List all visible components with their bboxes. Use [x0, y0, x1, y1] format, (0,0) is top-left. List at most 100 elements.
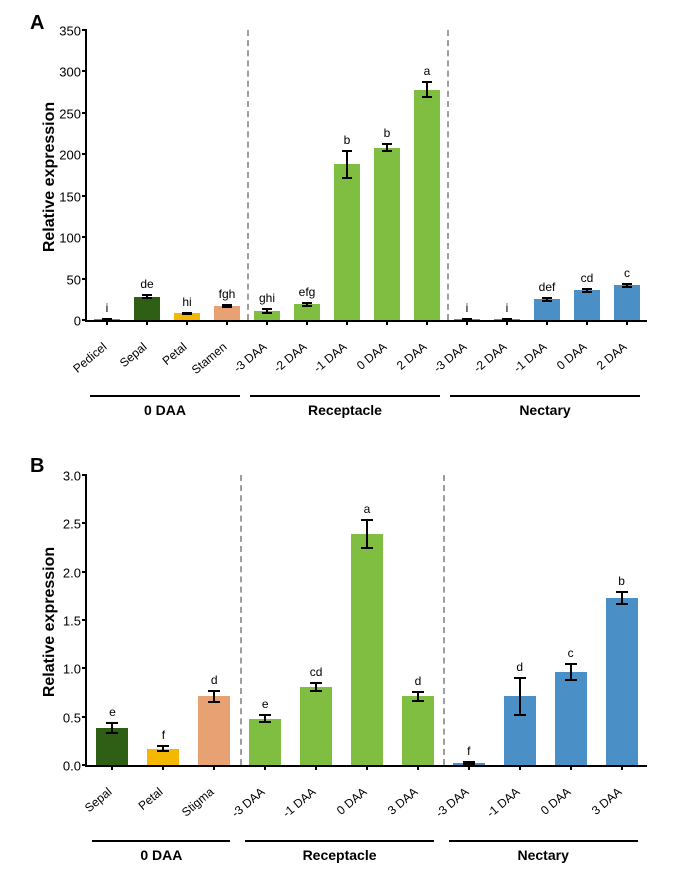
group-label: 0 DAA — [140, 847, 182, 863]
y-tick-mark — [82, 619, 87, 621]
y-tick-label: 1.5 — [63, 614, 87, 629]
error-cap — [310, 690, 322, 692]
error-cap — [412, 691, 424, 693]
error-bar — [519, 678, 521, 715]
x-tick-mark — [306, 320, 308, 325]
y-tick-mark — [82, 764, 87, 766]
significance-label: e — [109, 705, 116, 719]
group-bracket — [450, 395, 640, 397]
x-category-label: 0 DAA — [518, 785, 573, 834]
significance-label: ghi — [259, 291, 275, 305]
x-tick-mark — [570, 765, 572, 770]
group-bracket — [90, 395, 240, 397]
error-cap — [208, 690, 220, 692]
error-cap — [302, 305, 312, 307]
error-bar — [570, 664, 572, 679]
error-cap — [542, 297, 552, 299]
panel-b-plot: 0.00.51.01.52.02.53.0efdecdadfdcb — [85, 475, 647, 767]
error-cap — [222, 306, 232, 308]
x-category-label: -1 DAA — [467, 785, 522, 834]
x-tick-mark — [162, 765, 164, 770]
group-bracket — [245, 840, 434, 842]
group-label: 0 DAA — [144, 402, 186, 418]
error-cap — [106, 722, 118, 724]
error-cap — [262, 312, 272, 314]
group-label: Nectary — [517, 847, 568, 863]
significance-label: i — [506, 301, 509, 315]
panel-a-plot: 050100150200250300350idehifghghiefgbbaii… — [85, 30, 647, 322]
significance-label: f — [467, 744, 470, 758]
figure: A Relative expression 050100150200250300… — [0, 0, 675, 879]
panel-a-ylabel: Relative expression — [41, 87, 59, 267]
bar — [574, 290, 600, 320]
x-tick-mark — [386, 320, 388, 325]
y-tick-mark — [82, 112, 87, 114]
x-tick-mark — [468, 765, 470, 770]
bar — [198, 696, 230, 765]
significance-label: def — [539, 280, 556, 294]
y-tick-mark — [82, 319, 87, 321]
significance-label: i — [466, 301, 469, 315]
bar — [300, 687, 332, 765]
x-tick-mark — [226, 320, 228, 325]
x-tick-mark — [366, 765, 368, 770]
error-cap — [514, 677, 526, 679]
error-bar — [366, 520, 368, 547]
x-tick-mark — [213, 765, 215, 770]
error-cap — [361, 547, 373, 549]
error-cap — [622, 286, 632, 288]
y-tick-label: 150 — [59, 189, 87, 204]
x-tick-mark — [266, 320, 268, 325]
group-label: Receptacle — [303, 847, 377, 863]
error-cap — [361, 519, 373, 521]
x-category-label: -1 DAA — [264, 785, 319, 834]
significance-label: b — [344, 133, 351, 147]
group-bracket — [449, 840, 638, 842]
y-tick-label: 3.0 — [63, 469, 87, 484]
bar — [534, 299, 560, 320]
significance-label: cd — [581, 271, 594, 285]
significance-label: a — [364, 502, 371, 516]
bar — [134, 297, 160, 320]
error-cap — [382, 150, 392, 152]
error-cap — [565, 663, 577, 665]
bar — [614, 285, 640, 320]
error-cap — [422, 81, 432, 83]
group-bracket — [92, 840, 230, 842]
significance-label: c — [568, 646, 574, 660]
significance-label: b — [384, 126, 391, 140]
y-tick-label: 2.0 — [63, 565, 87, 580]
x-category-label: 3 DAA — [569, 785, 624, 834]
error-cap — [412, 700, 424, 702]
x-tick-mark — [146, 320, 148, 325]
y-tick-label: 100 — [59, 231, 87, 246]
x-category-label: -3 DAA — [213, 785, 268, 834]
significance-label: i — [106, 301, 109, 315]
error-bar — [346, 151, 348, 178]
bar — [351, 534, 383, 765]
x-tick-mark — [586, 320, 588, 325]
error-cap — [157, 750, 169, 752]
y-tick-label: 200 — [59, 148, 87, 163]
error-cap — [422, 96, 432, 98]
x-category-label: Sepal — [60, 785, 115, 834]
y-tick-label: 0.0 — [63, 759, 87, 774]
error-cap — [310, 682, 322, 684]
bar — [334, 164, 360, 320]
error-cap — [616, 591, 628, 593]
x-category-label: Stigma — [162, 785, 217, 834]
error-cap — [262, 308, 272, 310]
error-cap — [259, 721, 271, 723]
significance-label: efg — [299, 285, 316, 299]
panel-b-label: B — [30, 455, 44, 478]
y-tick-label: 250 — [59, 106, 87, 121]
y-tick-label: 2.5 — [63, 517, 87, 532]
y-tick-mark — [82, 667, 87, 669]
group-divider — [447, 30, 449, 320]
significance-label: b — [618, 574, 625, 588]
x-tick-mark — [315, 765, 317, 770]
error-cap — [565, 679, 577, 681]
group-divider — [240, 475, 242, 765]
error-cap — [142, 297, 152, 299]
x-tick-mark — [546, 320, 548, 325]
